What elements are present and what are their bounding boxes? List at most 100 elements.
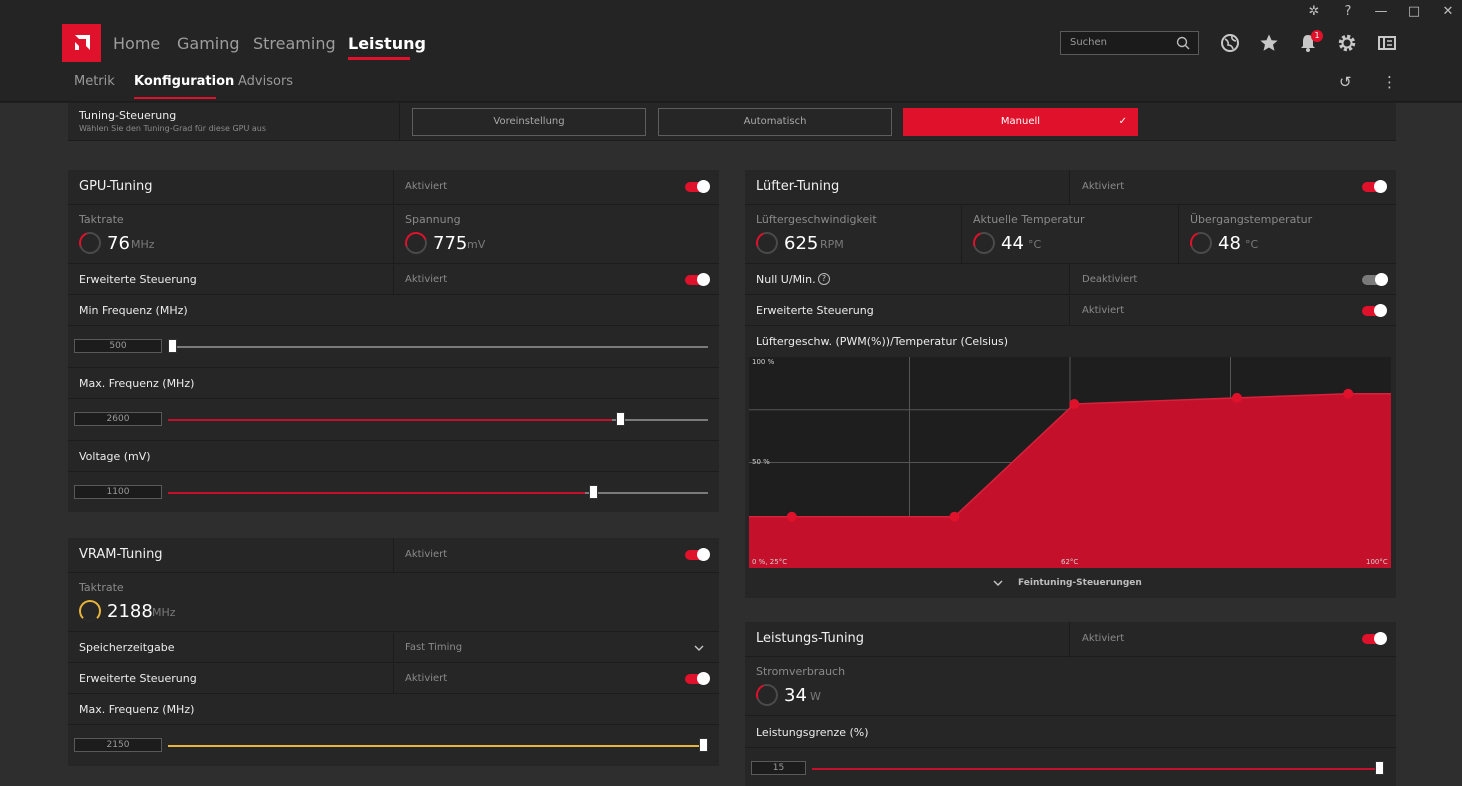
power-limit-fill [812,768,1380,770]
power-tuning-status: Aktiviert [1082,633,1125,644]
sidebar-toggle-icon[interactable] [1377,33,1397,53]
zero-rpm-toggle[interactable] [1362,273,1388,286]
close-button[interactable]: ✕ [1442,4,1454,19]
divider [393,538,394,573]
gpu-voltage-set-input[interactable]: 1100 [74,485,162,499]
sub-navigation [0,62,1462,102]
gpu-advanced-status: Aktiviert [405,274,448,285]
chevron-down-icon[interactable] [993,579,1003,587]
vram-max-freq-label: Max. Frequenz (MHz) [79,703,195,716]
nav-tab-home[interactable]: Home [113,34,161,53]
vram-advanced-status: Aktiviert [405,673,448,684]
x-tick-62: 62°C [1061,558,1078,566]
tuning-control-subtitle: Wählen Sie den Tuning-Grad für diese GPU… [79,124,267,133]
gpu-advanced-label: Erweiterte Steuerung [79,273,197,286]
nav-tab-leistung[interactable]: Leistung [348,34,426,53]
fan-curve-point-4[interactable] [1231,392,1242,403]
subtab-advisors[interactable]: Advisors [238,74,294,89]
vram-tuning-toggle[interactable] [685,548,710,561]
power-tuning-toggle[interactable] [1362,632,1387,645]
manual-option-label: Manuell [1000,116,1041,127]
divider [68,325,719,326]
fan-curve-chart[interactable]: 100 % 50 % 0 %, 25°C 62°C 100°C [749,357,1391,568]
subtab-metrik[interactable]: Metrik [74,74,115,89]
gpu-min-freq-track[interactable] [168,346,708,348]
divider [1069,170,1070,205]
vram-clock-unit: MHz [152,606,176,619]
bug-report-icon[interactable]: ✲ [1308,4,1320,19]
divider [1069,265,1070,295]
nav-tab-gaming[interactable]: Gaming [177,34,240,53]
minimize-button[interactable]: — [1374,4,1388,19]
fan-curve-point-3[interactable] [1069,399,1080,409]
maximize-button[interactable]: □ [1407,4,1421,19]
help-icon[interactable]: ? [1344,4,1352,19]
fine-tuning-toggle[interactable]: Feintuning-Steuerungen [1018,578,1142,588]
vram-metrics-row [68,574,719,632]
manual-option-button[interactable]: Manuell ✓ [903,108,1138,136]
gpu-min-freq-thumb[interactable] [168,339,177,353]
divider [1069,622,1070,657]
gpu-voltage-set-fill [168,492,586,494]
gpu-min-freq-input[interactable]: 500 [74,339,162,353]
fan-curve-point-1[interactable] [786,511,797,522]
fan-tuning-toggle[interactable] [1362,180,1387,193]
fan-curve-point-2[interactable] [949,511,960,522]
amd-logo[interactable] [62,24,101,62]
fan-speed-label: Lüftergeschwindigkeit [756,213,877,226]
tuning-control-title: Tuning-Steuerung [79,109,177,122]
vram-max-freq-thumb[interactable] [699,738,708,752]
help-icon[interactable]: ? [818,273,830,285]
more-options-icon[interactable]: ⋮ [1382,73,1397,91]
power-limit-input[interactable]: 15 [751,761,806,775]
chevron-down-icon[interactable] [694,644,704,652]
gpu-tuning-title: GPU-Tuning [79,179,153,194]
divider [393,265,394,295]
preset-option-button[interactable]: Voreinstellung [412,108,646,136]
gpu-clock-unit: MHz [131,238,155,251]
origin-tick: 0 %, 25°C [752,558,787,566]
divider [68,398,719,399]
gpu-max-freq-thumb[interactable] [616,412,626,426]
star-icon[interactable] [1259,33,1279,53]
subtab-konfiguration[interactable]: Konfiguration [134,74,235,89]
vram-max-freq-input[interactable]: 2150 [74,738,162,752]
divider [393,206,394,264]
search-icon [1176,36,1190,50]
fan-advanced-toggle[interactable] [1362,304,1387,317]
search-placeholder: Suchen [1070,37,1108,48]
gpu-advanced-toggle[interactable] [685,273,710,286]
nav-tab-streaming[interactable]: Streaming [253,34,336,53]
fan-metrics-row [745,206,1396,264]
fan-curve-label: Lüftergeschw. (PWM(%))/Temperatur (Celsi… [756,335,1009,348]
power-limit-thumb[interactable] [1375,761,1384,775]
gpu-max-freq-label: Max. Frequenz (MHz) [79,377,195,390]
globe-icon[interactable] [1220,33,1240,53]
notification-badge: 1 [1311,30,1323,42]
gpu-tuning-status: Aktiviert [405,181,448,192]
divider [68,440,719,441]
automatic-option-button[interactable]: Automatisch [658,108,892,136]
y-tick-100: 100 % [752,358,775,366]
window-titlebar [0,0,1462,24]
gpu-voltage-set-thumb[interactable] [589,485,599,499]
gpu-max-freq-input[interactable]: 2600 [74,412,162,426]
vram-tuning-status: Aktiviert [405,549,448,560]
vram-tuning-title: VRAM-Tuning [79,547,163,562]
gear-icon[interactable] [1337,33,1357,53]
reset-icon[interactable]: ↺ [1339,73,1352,91]
divider [68,724,719,725]
vram-advanced-toggle[interactable] [685,672,710,685]
fan-curve-point-5[interactable] [1343,388,1354,399]
current-temp-label: Aktuelle Temperatur [973,213,1085,226]
fan-curve-area [749,393,1391,568]
vram-clock-value: 2188 [107,601,153,622]
memory-timing-dropdown[interactable]: Fast Timing [405,642,463,653]
search-input[interactable]: Suchen [1060,31,1199,55]
gpu-tuning-toggle[interactable] [685,180,710,193]
zero-rpm-status: Deaktiviert [1082,274,1138,285]
active-tab-indicator [348,57,410,60]
divider [393,664,394,694]
vram-advanced-label: Erweiterte Steuerung [79,672,197,685]
gpu-voltage-label: Spannung [405,213,461,226]
